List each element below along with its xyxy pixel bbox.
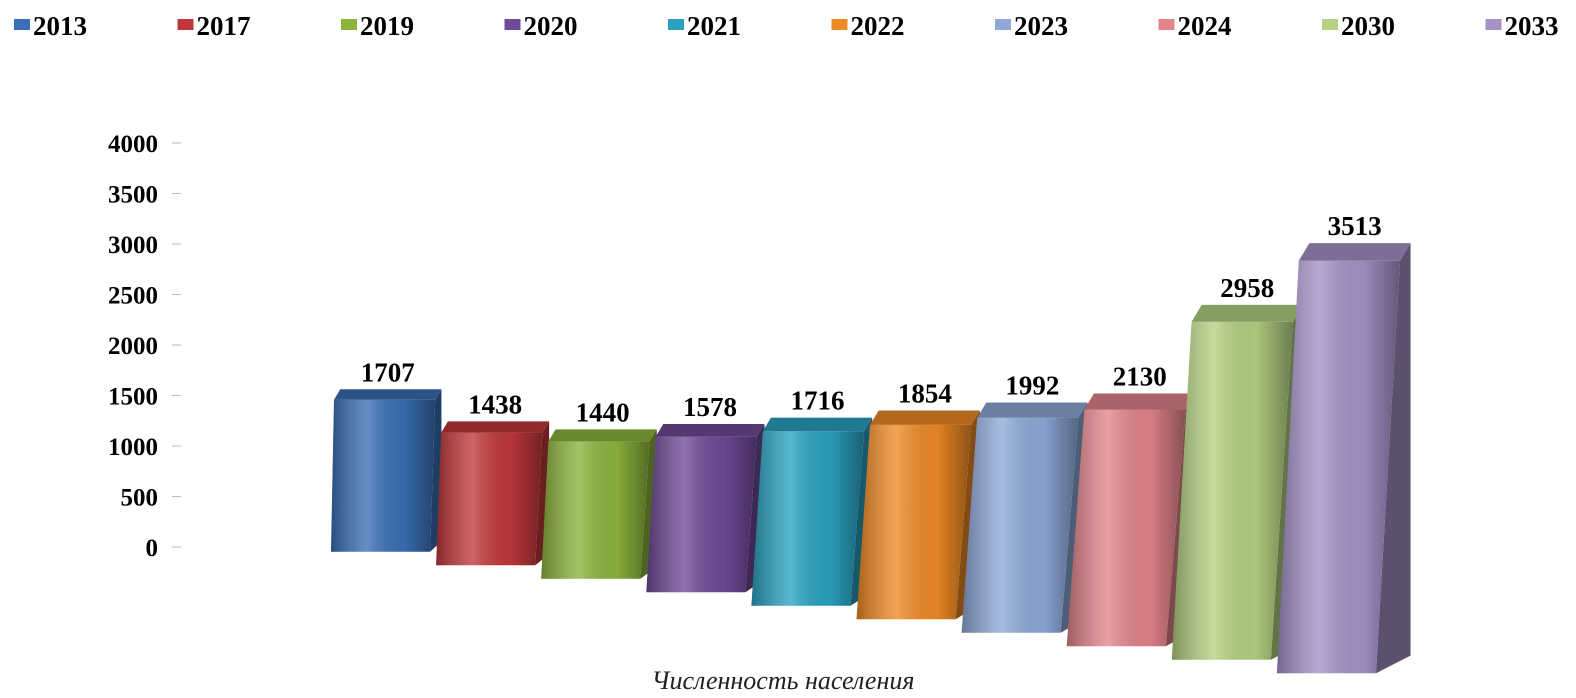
bar-shading bbox=[646, 436, 757, 593]
bar bbox=[331, 389, 442, 552]
legend-label: 2024 bbox=[1178, 11, 1232, 41]
legend-label: 2030 bbox=[1341, 11, 1395, 41]
y-tick-label: 2500 bbox=[108, 283, 158, 310]
legend-label: 2033 bbox=[1505, 11, 1559, 41]
y-tick-label: 3500 bbox=[108, 182, 158, 209]
data-label: 1992 bbox=[1005, 370, 1059, 400]
legend-label: 2019 bbox=[360, 11, 414, 41]
bar-top bbox=[762, 417, 873, 432]
bar-shading bbox=[856, 424, 972, 620]
bar-shading bbox=[541, 441, 650, 579]
bar-shading bbox=[961, 417, 1079, 633]
data-label: 1707 bbox=[361, 357, 415, 387]
data-label: 1438 bbox=[468, 389, 522, 419]
y-tick-label: 0 bbox=[146, 535, 159, 562]
bar bbox=[541, 429, 657, 579]
bar-side bbox=[1376, 243, 1411, 674]
legend-swatch bbox=[831, 19, 848, 30]
legend-swatch bbox=[995, 19, 1011, 30]
data-label: 2130 bbox=[1113, 362, 1167, 392]
legend-label: 2023 bbox=[1014, 11, 1068, 41]
legend-swatch bbox=[1485, 19, 1502, 30]
bar-top bbox=[977, 402, 1088, 418]
bar-top bbox=[548, 429, 657, 442]
legend-label: 2013 bbox=[33, 11, 87, 41]
legend-label: 2021 bbox=[687, 11, 741, 41]
bar-top bbox=[655, 423, 765, 437]
x-axis-title: Численность населения bbox=[652, 666, 915, 695]
y-tick-label: 4000 bbox=[108, 131, 158, 158]
bar-shading bbox=[1066, 409, 1186, 647]
data-label: 1440 bbox=[576, 397, 630, 427]
bar-shading bbox=[751, 431, 864, 606]
legend: 2013 2017 2019 2020 2021 2022 2023 2024 2030 2033 bbox=[14, 11, 1559, 41]
bar-shading bbox=[436, 432, 543, 566]
bar bbox=[646, 423, 765, 593]
legend-swatch bbox=[341, 19, 357, 30]
bar bbox=[1171, 304, 1303, 660]
y-tick-label: 1500 bbox=[108, 384, 158, 411]
bar-top bbox=[1084, 393, 1196, 410]
bar-shading bbox=[1171, 321, 1293, 660]
y-tick-label: 1000 bbox=[108, 434, 158, 461]
legend-swatch bbox=[668, 19, 684, 30]
bar-top bbox=[1191, 304, 1303, 322]
legend-swatch bbox=[177, 19, 194, 30]
y-axis: 0 500 1000 1500 2000 2500 3000 3500 4000 bbox=[108, 131, 181, 562]
legend-label: 2022 bbox=[851, 11, 905, 41]
legend-label: 2020 bbox=[524, 11, 578, 41]
y-tick-label: 2000 bbox=[108, 333, 158, 360]
data-label: 1578 bbox=[683, 392, 737, 422]
legend-swatch bbox=[1322, 19, 1338, 30]
data-label: 1854 bbox=[898, 379, 952, 409]
bar bbox=[436, 421, 550, 566]
data-label: 1716 bbox=[790, 386, 844, 416]
bar bbox=[1276, 243, 1411, 674]
bar-top bbox=[1298, 243, 1411, 261]
bar bbox=[856, 410, 980, 620]
legend-label: 2017 bbox=[197, 11, 251, 41]
bar bbox=[961, 402, 1088, 633]
data-labels: 1707 1438 1440 1578 1716 1854 1992 2130 2958 3513 bbox=[361, 211, 1382, 427]
bar bbox=[751, 417, 873, 606]
bar-shading bbox=[331, 399, 436, 552]
legend-swatch bbox=[14, 19, 30, 30]
bar-top bbox=[441, 421, 550, 433]
bars bbox=[331, 243, 1411, 674]
bar-top bbox=[870, 410, 980, 425]
bar-shading bbox=[1276, 260, 1400, 674]
y-tick-label: 500 bbox=[121, 485, 159, 512]
legend-swatch bbox=[504, 19, 521, 30]
legend-swatch bbox=[1158, 19, 1175, 30]
data-label: 2958 bbox=[1220, 273, 1274, 303]
data-label: 3513 bbox=[1328, 211, 1382, 241]
bar-top bbox=[334, 389, 442, 400]
y-tick-label: 3000 bbox=[108, 232, 158, 259]
